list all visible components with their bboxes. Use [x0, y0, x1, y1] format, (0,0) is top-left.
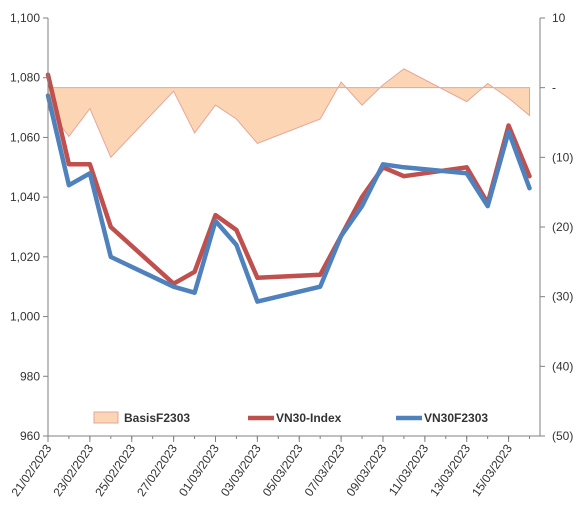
x-tick-label: 13/03/2023 [427, 441, 473, 498]
x-tick-label: 21/02/2023 [9, 441, 55, 498]
y-left-tick-label: 1,020 [10, 250, 40, 264]
x-tick-label: 03/03/2023 [218, 441, 264, 498]
y-left-tick-label: 1,100 [10, 11, 40, 25]
y-left-tick-label: 1,040 [10, 190, 40, 204]
legend-label-vn30-index: VN30-Index [276, 411, 342, 425]
legend: BasisF2303 VN30-Index VN30F2303 [93, 411, 488, 425]
y-right-tick-label: (20) [552, 220, 573, 234]
legend-label-basisf2303: BasisF2303 [124, 411, 190, 425]
y-right-tick-label: 10 [552, 11, 566, 25]
y-right-tick-label: - [552, 81, 556, 95]
legend-swatch-basisf2303 [93, 411, 119, 424]
x-tick-label: 25/02/2023 [92, 441, 138, 498]
series-area-basisf2303 [47, 68, 531, 159]
y-right-tick-label: (40) [552, 359, 573, 373]
x-tick-label: 27/02/2023 [134, 441, 180, 498]
y-left-tick-label: 1,000 [10, 310, 40, 324]
series-line-vn30f2303 [45, 93, 532, 304]
line-layer [45, 72, 532, 304]
x-tick-label: 05/03/2023 [260, 441, 306, 498]
x-tick-label: 07/03/2023 [302, 441, 348, 498]
area-layer [47, 68, 531, 159]
series-line-vn30-index [45, 72, 532, 286]
x-tick-label: 15/03/2023 [469, 441, 515, 498]
y-right-tick-label: (10) [552, 150, 573, 164]
y-left-tick-label: 960 [20, 429, 40, 443]
legend-label-vn30f2303: VN30F2303 [424, 411, 488, 425]
y-left-tick-label: 1,080 [10, 71, 40, 85]
y-left-tick-label: 1,060 [10, 130, 40, 144]
x-tick-label: 23/02/2023 [50, 441, 96, 498]
y-right-tick-label: (50) [552, 429, 573, 443]
y-left-tick-label: 980 [20, 369, 40, 383]
x-tick-label: 01/03/2023 [176, 441, 222, 498]
x-tick-label: 11/03/2023 [386, 441, 432, 498]
x-tick-label: 09/03/2023 [344, 441, 390, 498]
y-right-tick-label: (30) [552, 290, 573, 304]
